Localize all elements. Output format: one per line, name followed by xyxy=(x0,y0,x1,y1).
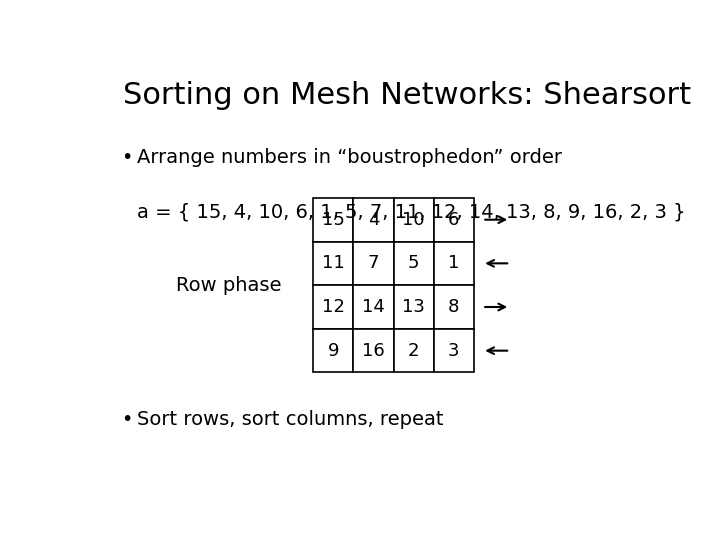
Bar xyxy=(313,198,354,241)
Text: 5: 5 xyxy=(408,254,419,272)
Text: a = { 15, 4, 10, 6, 1, 5, 7, 11, 12, 14, 13, 8, 9, 16, 2, 3 }: a = { 15, 4, 10, 6, 1, 5, 7, 11, 12, 14,… xyxy=(138,202,686,221)
Bar xyxy=(433,241,474,285)
Text: 12: 12 xyxy=(322,298,345,316)
Text: 16: 16 xyxy=(362,342,384,360)
Bar xyxy=(313,329,354,373)
Text: •: • xyxy=(121,148,132,167)
Text: Sorting on Mesh Networks: Shearsort: Sorting on Mesh Networks: Shearsort xyxy=(124,82,692,111)
Bar xyxy=(433,198,474,241)
Bar xyxy=(394,285,433,329)
Bar xyxy=(354,329,394,373)
Text: 8: 8 xyxy=(448,298,459,316)
Bar xyxy=(433,329,474,373)
Bar xyxy=(313,241,354,285)
Text: 3: 3 xyxy=(448,342,459,360)
Text: 2: 2 xyxy=(408,342,419,360)
Text: Arrange numbers in “boustrophedon” order: Arrange numbers in “boustrophedon” order xyxy=(138,148,562,167)
Bar xyxy=(433,285,474,329)
Text: 4: 4 xyxy=(368,211,379,228)
Bar xyxy=(394,241,433,285)
Text: 7: 7 xyxy=(368,254,379,272)
Text: 11: 11 xyxy=(322,254,345,272)
Bar xyxy=(354,285,394,329)
Bar xyxy=(394,198,433,241)
Text: 13: 13 xyxy=(402,298,425,316)
Text: 9: 9 xyxy=(328,342,339,360)
Bar xyxy=(313,285,354,329)
Bar xyxy=(394,329,433,373)
Text: 1: 1 xyxy=(448,254,459,272)
Bar xyxy=(354,241,394,285)
Text: •: • xyxy=(121,410,132,429)
Text: 15: 15 xyxy=(322,211,345,228)
Text: 10: 10 xyxy=(402,211,425,228)
Text: Row phase: Row phase xyxy=(176,276,282,295)
Text: 6: 6 xyxy=(448,211,459,228)
Text: Sort rows, sort columns, repeat: Sort rows, sort columns, repeat xyxy=(138,410,444,429)
Bar xyxy=(354,198,394,241)
Text: 14: 14 xyxy=(362,298,385,316)
